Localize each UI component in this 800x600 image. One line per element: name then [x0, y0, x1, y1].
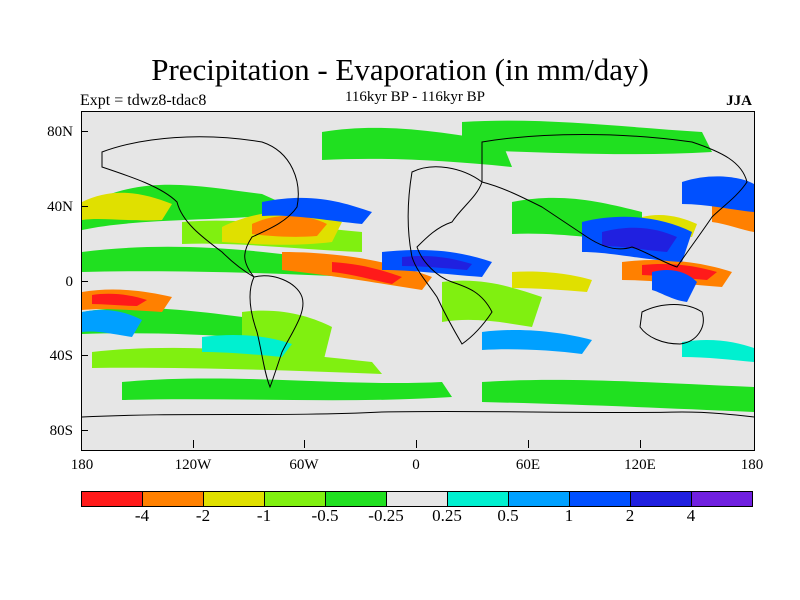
- coastline-australia: [639, 304, 704, 345]
- y-tick: [82, 281, 88, 282]
- field-patch: [252, 215, 327, 237]
- colorbar-label: 0.5: [497, 506, 519, 525]
- colorbar-label: -4: [134, 506, 150, 525]
- x-tick-label: 60E: [515, 457, 541, 473]
- field-patch: [82, 192, 172, 221]
- colorbar-swatch: [631, 492, 692, 506]
- x-tick: [416, 440, 417, 448]
- field-patch: [92, 293, 147, 306]
- map-canvas: [82, 120, 754, 418]
- colorbar-label: -0.5: [311, 506, 339, 525]
- field-patch: [682, 339, 754, 362]
- field-patch: [512, 271, 592, 292]
- field-patches: [82, 120, 754, 412]
- coastlines: [82, 134, 754, 418]
- field-patch: [482, 379, 754, 412]
- field-patch: [682, 176, 754, 212]
- coastline-europe-africa: [407, 166, 493, 345]
- colorbar-swatch: [387, 492, 448, 506]
- colorbar-label: 2: [625, 506, 635, 525]
- coastline-south-america: [249, 275, 304, 389]
- season-label: JJA: [726, 93, 752, 109]
- field-patch: [82, 307, 292, 342]
- field-patch: [462, 120, 712, 155]
- field-patch: [442, 280, 542, 327]
- x-tick-label: 120E: [624, 457, 656, 473]
- field-patch: [262, 197, 372, 224]
- x-tick: [528, 440, 529, 448]
- y-tick-label: 40S: [49, 348, 73, 364]
- field-patch: [602, 227, 677, 252]
- coastline-north-america: [101, 136, 299, 278]
- x-tick: [193, 440, 194, 448]
- field-patch: [402, 255, 472, 270]
- field-patch: [202, 334, 292, 357]
- colorbar-swatch: [326, 492, 387, 506]
- x-tick-label: 180: [70, 457, 94, 473]
- colorbar-swatch: [204, 492, 265, 506]
- colorbar-label: -1: [256, 506, 272, 525]
- map-title: Precipitation - Evaporation (in mm/day): [151, 52, 649, 87]
- y-tick: [82, 430, 88, 431]
- x-tick: [304, 440, 305, 448]
- field-patch: [82, 309, 142, 337]
- field-patch: [122, 378, 452, 401]
- x-tick-label: 0: [412, 457, 420, 473]
- colorbar-swatch: [570, 492, 631, 506]
- y-tick: [82, 206, 88, 207]
- y-tick: [82, 131, 88, 132]
- y-tick-label: 40N: [47, 199, 73, 215]
- y-tick-label: 80S: [49, 423, 73, 439]
- colorbar: [81, 491, 753, 507]
- colorbar-swatch: [143, 492, 204, 506]
- colorbar-swatch: [265, 492, 326, 506]
- y-tick-label: 0: [65, 274, 74, 290]
- map-plot-area: [81, 111, 755, 451]
- colorbar-label: 1: [564, 506, 574, 525]
- colorbar-swatch: [82, 492, 143, 506]
- field-patch: [332, 262, 402, 284]
- field-patch: [652, 270, 697, 302]
- x-tick-label: 180: [740, 457, 764, 473]
- colorbar-label: 0.25: [432, 506, 462, 525]
- x-tick: [640, 440, 641, 448]
- experiment-label: Expt = tdwz8-tdac8: [80, 92, 207, 109]
- x-tick-label: 120W: [174, 457, 212, 473]
- y-tick: [82, 355, 88, 356]
- map-subtitle: 116kyr BP - 116kyr BP: [344, 89, 485, 105]
- colorbar-label: -0.25: [368, 506, 404, 525]
- coastline-antarctica: [82, 410, 754, 418]
- field-patch: [482, 329, 592, 354]
- colorbar-swatch: [692, 492, 752, 506]
- coastline-asia: [481, 134, 748, 268]
- colorbar-swatch: [448, 492, 509, 506]
- colorbar-label: 4: [686, 506, 696, 525]
- colorbar-swatch: [509, 492, 570, 506]
- field-patch: [92, 347, 382, 374]
- colorbar-label: -2: [195, 506, 211, 525]
- x-tick-label: 60W: [289, 457, 319, 473]
- y-tick-label: 80N: [47, 124, 73, 140]
